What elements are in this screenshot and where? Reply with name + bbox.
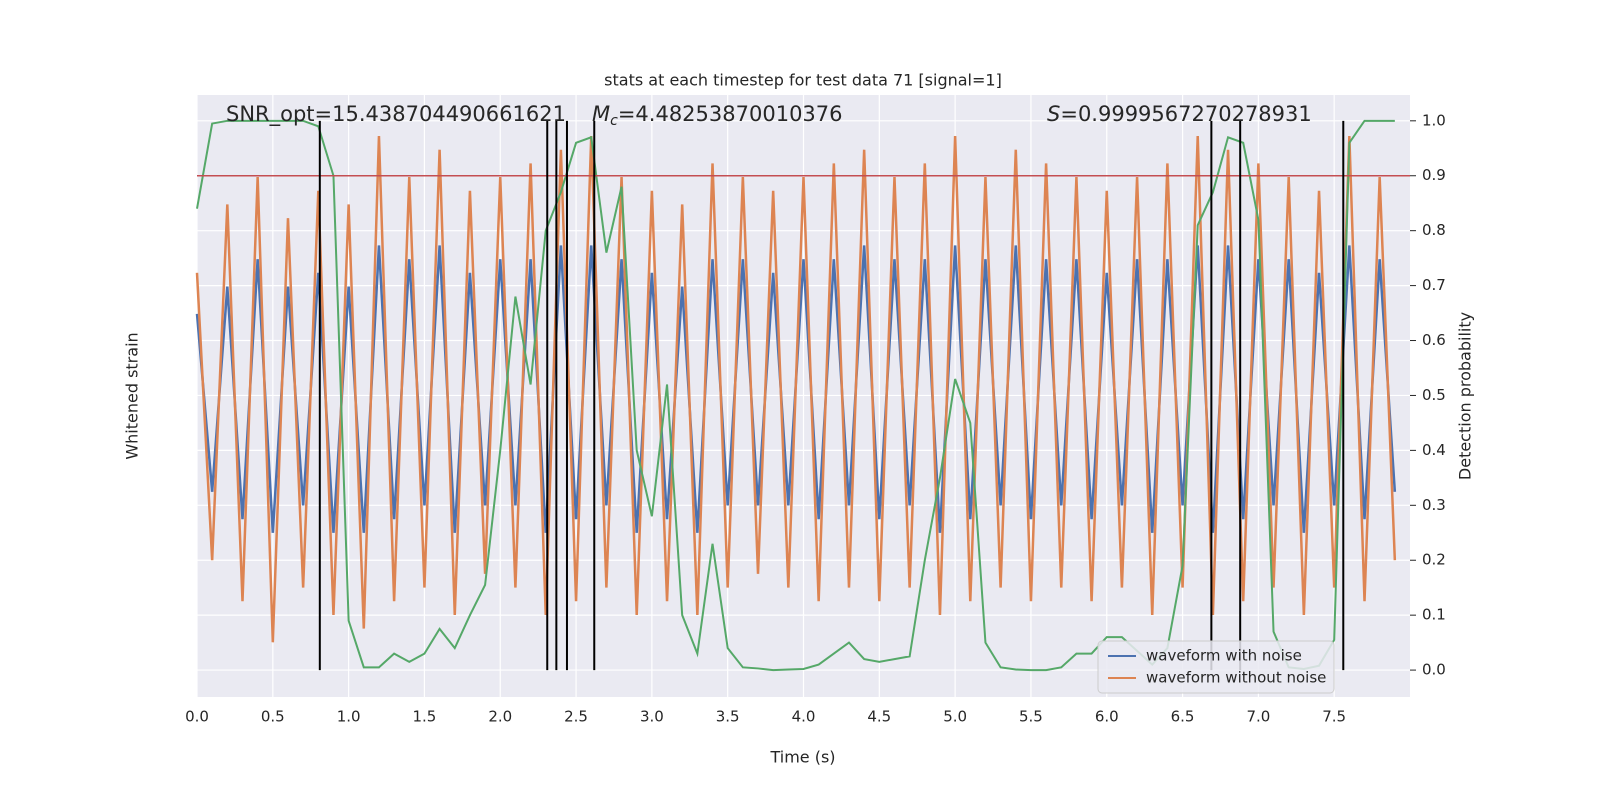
y2-tick-label: 0.7 bbox=[1422, 276, 1446, 294]
legend-box bbox=[1097, 640, 1335, 694]
x-tick-label: 2.5 bbox=[564, 708, 588, 726]
y2-tick-label: 0.6 bbox=[1422, 331, 1446, 349]
annotation-text: =0.9999567270278931 bbox=[1060, 102, 1311, 126]
x-tick-label: 5.0 bbox=[943, 708, 967, 726]
y2-tick-label: 0.9 bbox=[1422, 166, 1446, 184]
y2-tick-label: 0.0 bbox=[1422, 661, 1446, 679]
x-tick-label: 6.5 bbox=[1171, 708, 1195, 726]
y2-tick-label: 0.8 bbox=[1422, 221, 1446, 239]
annotation: SNR_opt=15.438704490661621 bbox=[226, 102, 566, 127]
x-axis-label: Time (s) bbox=[769, 748, 835, 767]
x-tick-label: 4.5 bbox=[867, 708, 891, 726]
legend-label: waveform without noise bbox=[1146, 669, 1326, 687]
y2-axis-label: Detection probability bbox=[1456, 312, 1475, 480]
annotation: S=0.9999567270278931 bbox=[1047, 102, 1312, 126]
annotation-symbol: S bbox=[1047, 102, 1060, 126]
annotation-symbol: M bbox=[592, 102, 610, 126]
y2-tick-label: 0.1 bbox=[1422, 606, 1446, 624]
x-tick-label: 3.5 bbox=[716, 708, 740, 726]
y2-tick-label: 0.4 bbox=[1422, 441, 1446, 459]
y2-tick-label: 1.0 bbox=[1422, 111, 1446, 129]
x-tick-label: 1.5 bbox=[413, 708, 437, 726]
annotation-text: =4.48253870010376 bbox=[618, 102, 843, 126]
x-tick-label: 5.5 bbox=[1019, 708, 1043, 726]
y2-tick-label: 0.2 bbox=[1422, 551, 1446, 569]
series-line bbox=[195, 136, 1397, 643]
y2-tick-label: 0.3 bbox=[1422, 496, 1446, 514]
x-tick-label: 2.0 bbox=[488, 708, 512, 726]
x-tick-label: 0.5 bbox=[261, 708, 285, 726]
x-tick-label: 0.0 bbox=[185, 708, 209, 726]
y-axis-label: Whitened strain bbox=[123, 332, 142, 459]
series-line bbox=[196, 119, 1395, 672]
x-tick-label: 6.0 bbox=[1095, 708, 1119, 726]
y2-tick-label: 0.5 bbox=[1422, 386, 1446, 404]
x-tick-label: 7.5 bbox=[1322, 708, 1346, 726]
annotation-subscript: c bbox=[610, 113, 618, 129]
x-tick-label: 1.0 bbox=[337, 708, 361, 726]
x-tick-label: 4.0 bbox=[792, 708, 816, 726]
annotation: Mc=4.48253870010376 bbox=[592, 102, 843, 129]
x-tick-label: 3.0 bbox=[640, 708, 664, 726]
legend-label: waveform with noise bbox=[1146, 647, 1302, 665]
x-tick-label: 7.0 bbox=[1246, 708, 1270, 726]
chart-title: stats at each timestep for test data 71 … bbox=[604, 71, 1002, 90]
